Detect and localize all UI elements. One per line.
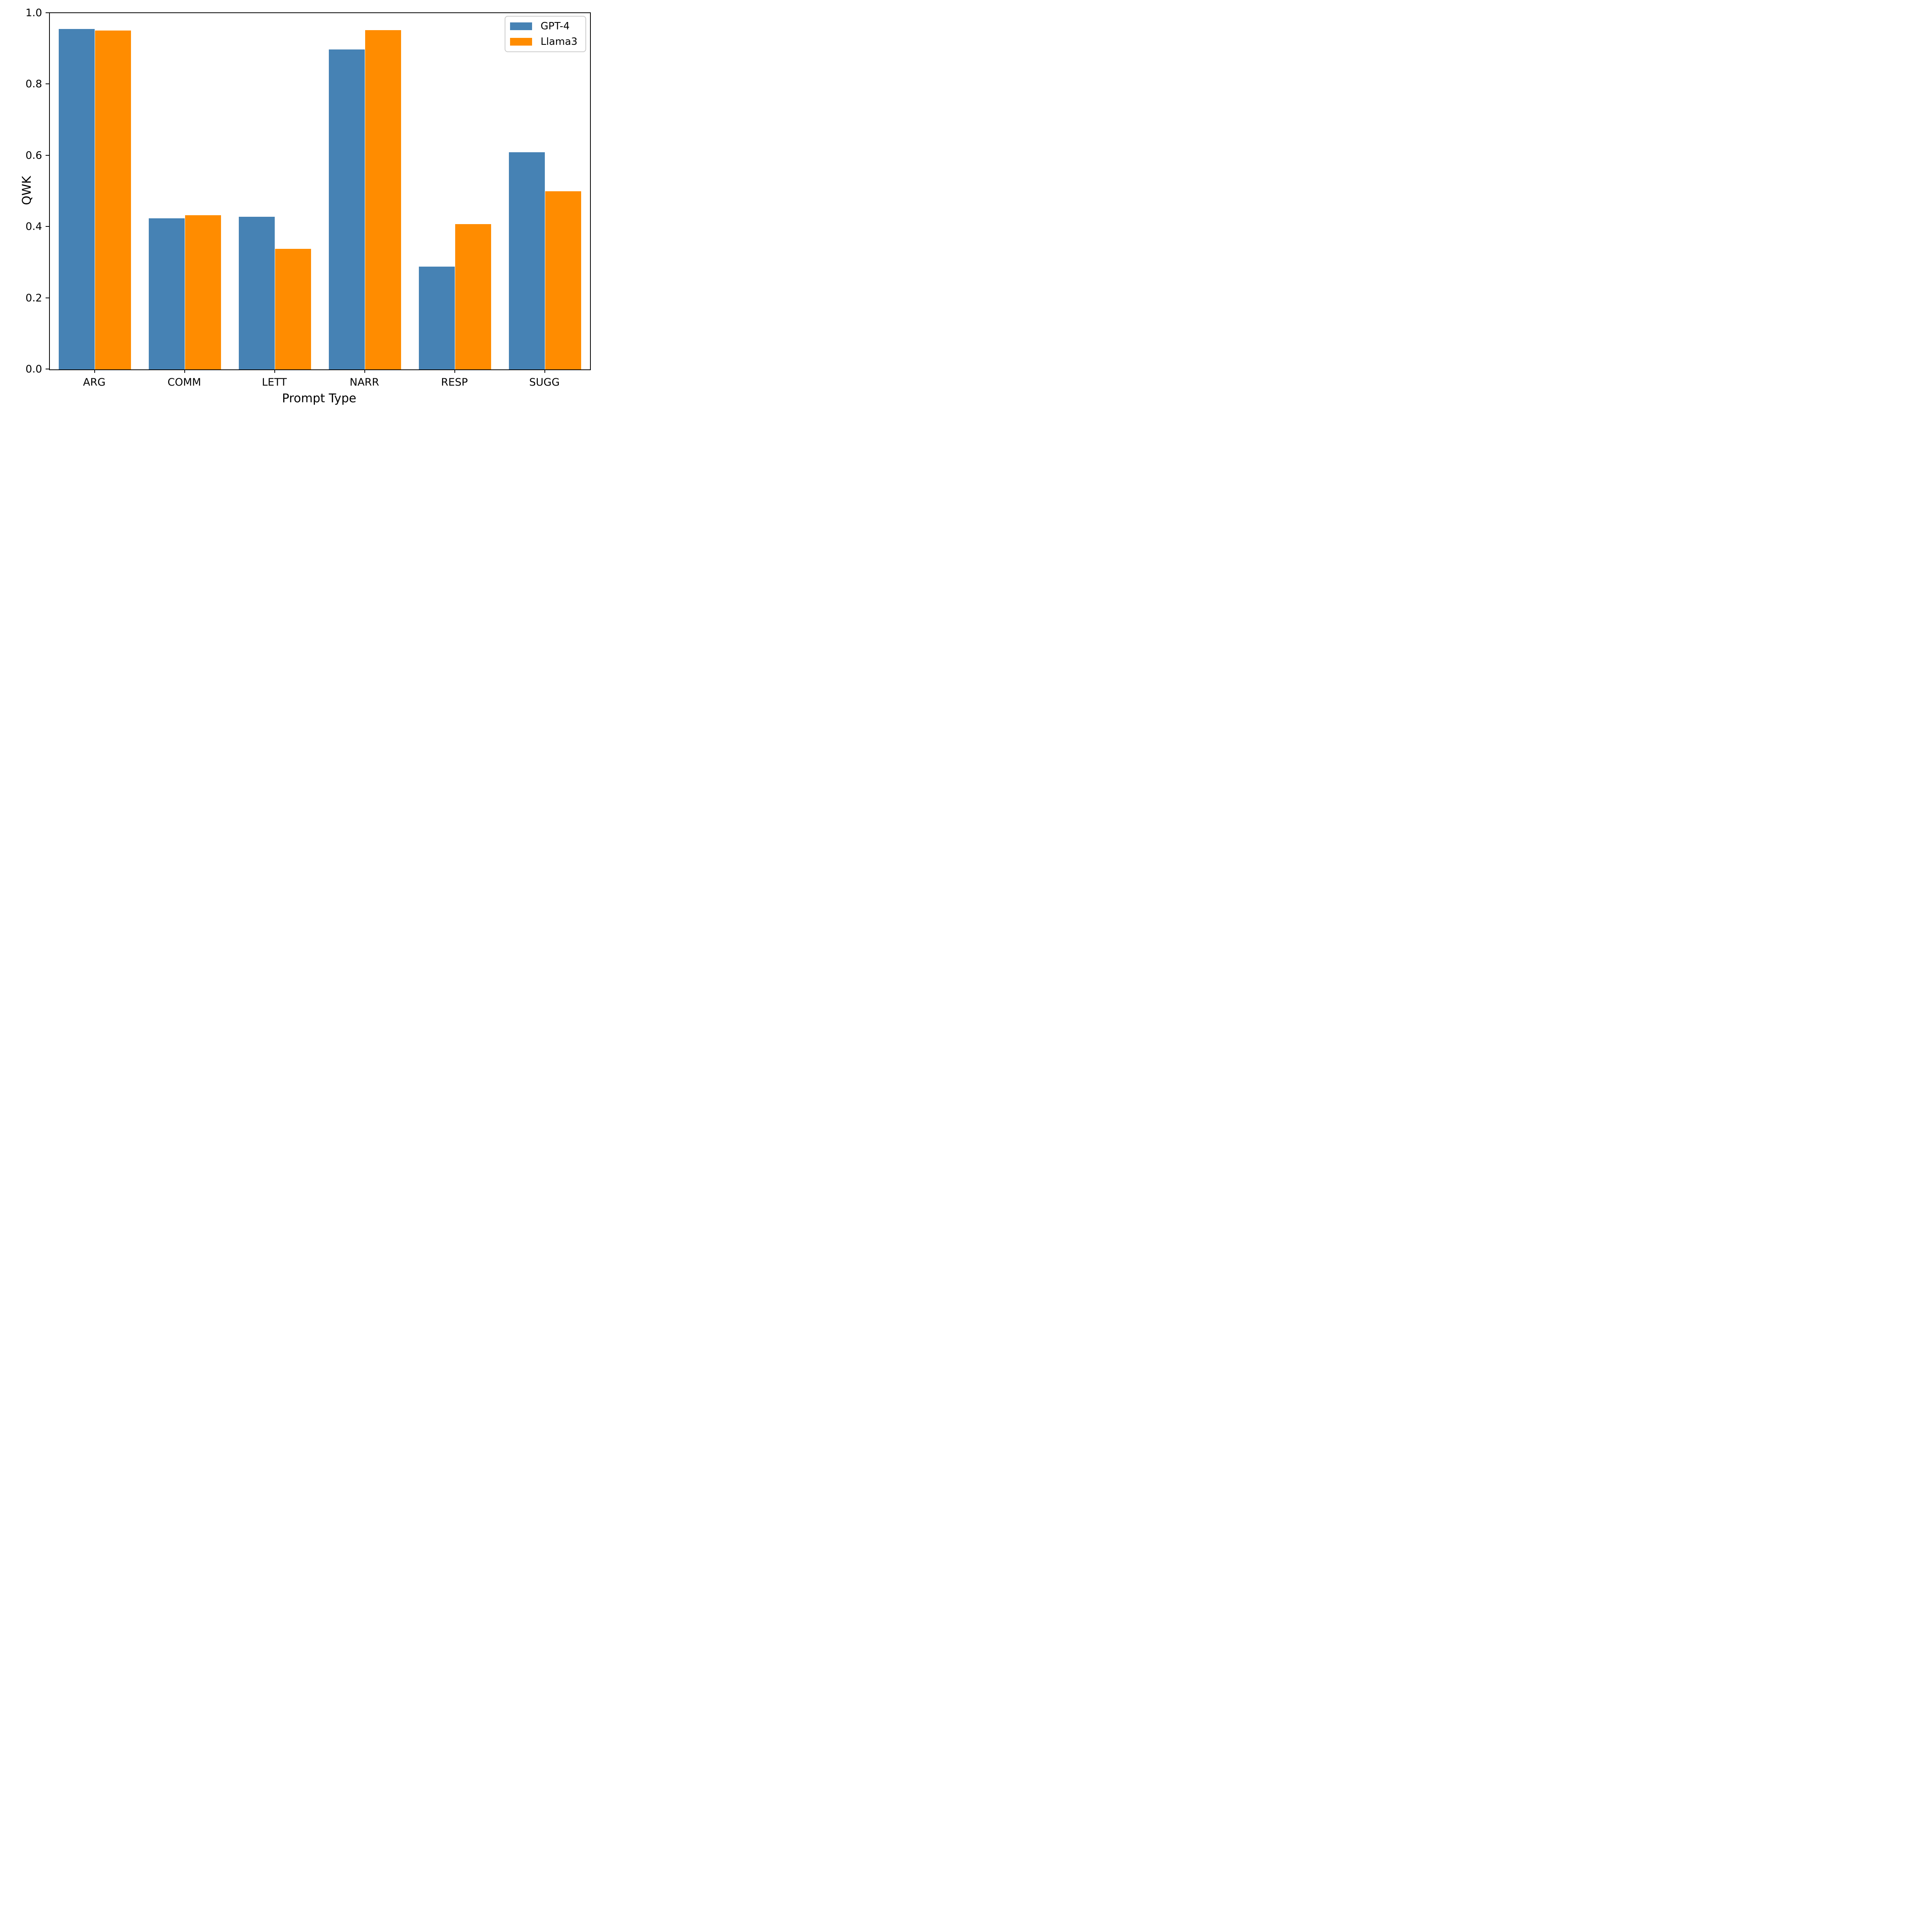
x-tick-label: LETT (262, 376, 287, 388)
bar-Llama3-NARR (365, 30, 401, 369)
x-tick-mark (184, 369, 185, 373)
y-tick-label: 0.6 (26, 150, 42, 162)
x-tick-mark (364, 369, 365, 373)
y-tick-mark (46, 12, 49, 13)
y-tick-label: 0.2 (26, 292, 42, 304)
x-tick-mark (274, 369, 275, 373)
x-tick-label: RESP (441, 376, 468, 388)
legend-label: Llama3 (541, 36, 578, 48)
y-tick-label: 0.8 (26, 78, 42, 90)
x-tick-label: COMM (167, 376, 201, 388)
bar-GPT-4-SUGG (509, 152, 545, 369)
legend-swatch-GPT-4 (510, 22, 532, 30)
bar-Llama3-LETT (275, 249, 311, 369)
bar-Llama3-ARG (95, 31, 131, 369)
bar-Llama3-RESP (455, 224, 491, 369)
x-tick-label: NARR (349, 376, 379, 388)
bar-GPT-4-LETT (239, 217, 275, 369)
figure: ARG COMM LETT NARR RESP SUGG 0.0 0.2 0.4 0.6 0.8 1.… (0, 0, 596, 417)
legend-item-GPT-4: GPT-4 (510, 21, 581, 31)
x-tick-mark (94, 369, 95, 373)
bars-layer (50, 13, 590, 369)
y-tick-mark (46, 226, 49, 227)
x-tick-label: SUGG (529, 376, 560, 388)
legend: GPT-4 Llama3 (505, 16, 586, 52)
legend-swatch-Llama3 (510, 38, 532, 46)
plot-area (49, 12, 591, 370)
y-axis-title: QWK (20, 176, 34, 205)
bar-GPT-4-ARG (59, 29, 95, 369)
y-tick-label: 0.0 (26, 363, 42, 375)
bar-GPT-4-RESP (419, 267, 455, 369)
x-tick-mark (454, 369, 455, 373)
y-tick-mark (46, 83, 49, 84)
y-tick-mark (46, 155, 49, 156)
legend-item-Llama3: Llama3 (510, 37, 581, 47)
x-axis-title: Prompt Type (282, 391, 357, 405)
y-tick-label: 0.4 (26, 221, 42, 233)
bar-Llama3-SUGG (545, 191, 581, 369)
x-tick-mark (544, 369, 545, 373)
x-tick-label: ARG (83, 376, 106, 388)
bar-Llama3-COMM (185, 215, 221, 369)
legend-label: GPT-4 (541, 20, 570, 32)
bar-GPT-4-COMM (149, 218, 185, 369)
y-tick-label: 1.0 (26, 7, 42, 19)
bar-GPT-4-NARR (329, 49, 365, 369)
